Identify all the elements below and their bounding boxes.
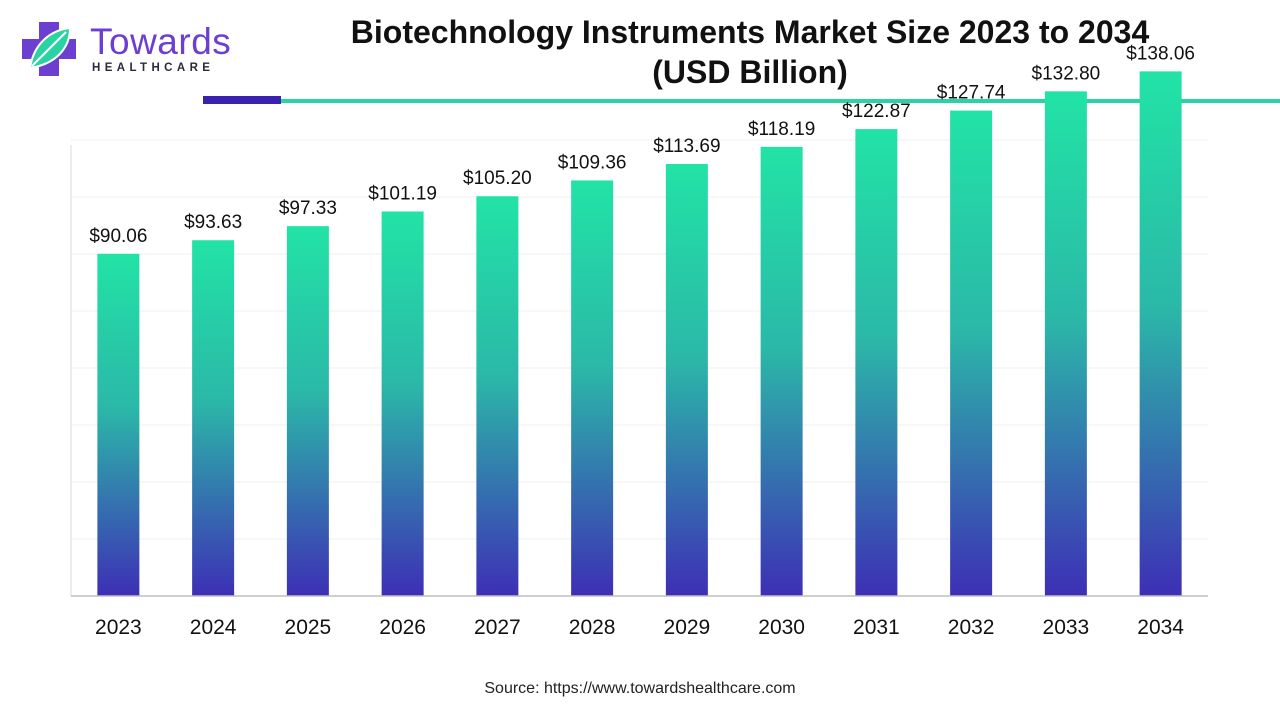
data-label-2031: $122.87 <box>842 101 911 122</box>
gridlines <box>71 139 1208 540</box>
bar-2028 <box>571 180 614 596</box>
data-label-2023: $90.06 <box>89 226 147 247</box>
header-accent-bar-teal <box>281 99 1280 103</box>
medical-cross-leaf-icon <box>22 22 76 76</box>
data-label-2026: $101.19 <box>368 183 437 204</box>
data-label-2033: $132.80 <box>1032 63 1101 84</box>
x-tick-2027: 2027 <box>474 616 521 639</box>
x-tick-2030: 2030 <box>758 616 805 639</box>
x-tick-2025: 2025 <box>285 616 332 639</box>
x-tick-labels: 2023 2024 2025 2026 2027 2028 2029 2030 2031 2032… <box>95 616 1184 639</box>
bar-2025 <box>286 226 329 596</box>
x-tick-2023: 2023 <box>95 616 142 639</box>
bar-2029 <box>665 163 708 596</box>
bar-2023 <box>97 253 140 596</box>
x-tick-2024: 2024 <box>190 616 237 639</box>
bar-2034 <box>1139 71 1182 596</box>
data-label-2032: $127.74 <box>937 83 1006 104</box>
bars <box>97 71 1182 597</box>
brand-subtitle: HEALTHCARE <box>92 62 215 74</box>
bar-2024 <box>192 240 235 596</box>
x-tick-2032: 2032 <box>948 616 995 639</box>
bar-2031 <box>855 129 898 596</box>
data-labels: $90.06 $93.63 $97.33 $101.19 $105.20 $109.36 $… <box>89 43 1195 246</box>
chart-title-line1: Biotechnology Instruments Market Size 20… <box>350 14 1150 50</box>
data-label-2030: $118.19 <box>748 119 815 140</box>
x-tick-2026: 2026 <box>379 616 426 639</box>
data-label-2029: $113.69 <box>653 136 720 157</box>
source-note: Source: https://www.towardshealthcare.co… <box>484 680 796 697</box>
brand-name: Towards <box>90 21 232 62</box>
bar-2030 <box>760 146 803 597</box>
x-tick-2029: 2029 <box>664 616 711 639</box>
x-tick-2033: 2033 <box>1043 616 1090 639</box>
data-label-2034: $138.06 <box>1126 43 1195 64</box>
data-label-2025: $97.33 <box>279 198 337 219</box>
chart-title: Biotechnology Instruments Market Size 20… <box>300 12 1200 92</box>
data-label-2027: $105.20 <box>463 168 532 189</box>
bar-2033 <box>1044 91 1087 597</box>
header-accent-bar-purple <box>203 96 281 104</box>
x-tick-2031: 2031 <box>853 616 900 639</box>
brand-logo: Towards HEALTHCARE <box>20 18 240 80</box>
bar-2026 <box>381 211 424 596</box>
x-tick-2028: 2028 <box>569 616 616 639</box>
chart-title-line2: (USD Billion) <box>652 54 848 90</box>
data-label-2028: $109.36 <box>558 152 627 173</box>
bar-2032 <box>950 110 993 596</box>
data-label-2024: $93.63 <box>184 212 242 233</box>
x-tick-2034: 2034 <box>1137 616 1184 639</box>
bar-2027 <box>476 196 519 597</box>
